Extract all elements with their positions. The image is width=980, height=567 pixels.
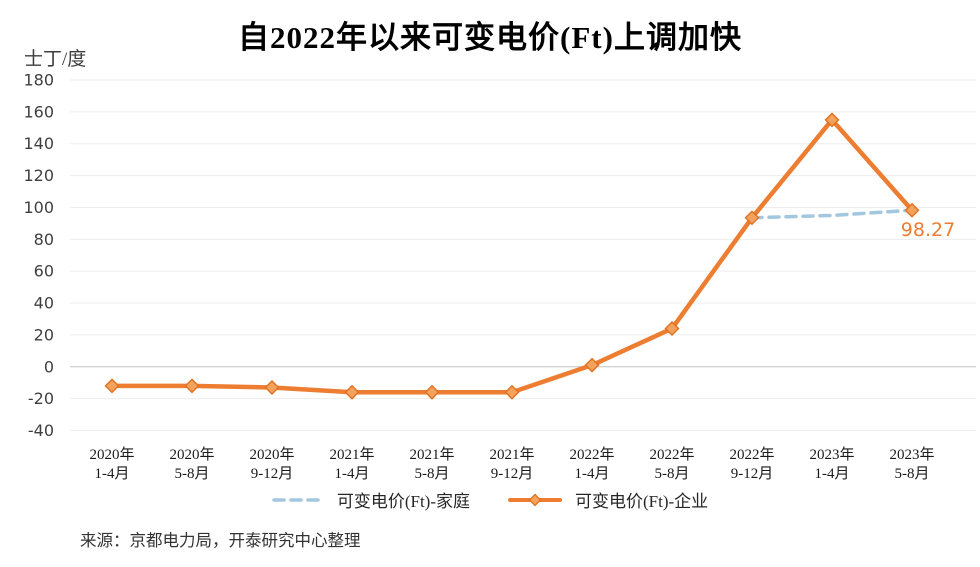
enterprise-data-marker xyxy=(824,112,840,128)
x-axis-label: 2021年 1-4月 xyxy=(329,446,374,482)
enterprise-data-marker xyxy=(184,378,200,394)
y-tick-label: 80 xyxy=(34,230,54,249)
legend-label-enterprise: 可变电价(Ft)-企业 xyxy=(575,492,709,511)
household-dashed-swatch-icon xyxy=(272,497,324,502)
y-tick-label: 40 xyxy=(34,294,54,313)
x-axis-label: 2023年 1-4月 xyxy=(809,446,854,482)
source-note: 来源：京都电力局，开泰研究中心整理 xyxy=(80,531,361,550)
x-axis-label: 2021年 5-8月 xyxy=(409,446,454,482)
x-axis-label: 2021年 9-12月 xyxy=(489,446,534,482)
x-axis-label: 2022年 9-12月 xyxy=(729,446,774,482)
x-axis-label: 2020年 1-4月 xyxy=(89,446,134,482)
y-tick-label: 20 xyxy=(34,325,54,344)
enterprise-series-line xyxy=(109,117,915,395)
chart-title: 自2022年以来可变电价(Ft)上调加快 xyxy=(238,20,742,55)
y-axis-unit-label: 士丁/度 xyxy=(24,49,87,70)
enterprise-line-swatch-icon xyxy=(508,493,562,506)
enterprise-data-marker xyxy=(584,357,600,373)
legend-item-enterprise: 可变电价(Ft)-企业 xyxy=(508,487,708,512)
enterprise-data-marker xyxy=(104,378,120,394)
y-tick-label: 120 xyxy=(23,166,54,185)
x-axis-label: 2020年 5-8月 xyxy=(169,446,214,482)
enterprise-data-marker xyxy=(664,321,680,337)
x-axis-label: 2022年 1-4月 xyxy=(569,446,614,482)
y-tick-label: -20 xyxy=(28,389,54,408)
x-axis-label: 2023年 5-8月 xyxy=(889,446,934,482)
enterprise-data-marker xyxy=(344,384,360,400)
y-tick-label: 180 xyxy=(23,71,54,90)
household-series-line xyxy=(750,208,914,220)
x-axis-label: 2020年 9-12月 xyxy=(249,446,294,482)
y-tick-label: -40 xyxy=(28,421,54,440)
enterprise-data-marker xyxy=(904,202,920,218)
y-tick-label: 100 xyxy=(23,198,54,217)
legend-item-household: 可变电价(Ft)-家庭 xyxy=(272,487,470,512)
y-tick-label: 0 xyxy=(44,357,54,376)
x-axis-label: 2022年 5-8月 xyxy=(649,446,694,482)
legend-label-household: 可变电价(Ft)-家庭 xyxy=(336,492,470,511)
enterprise-data-marker xyxy=(744,210,760,226)
y-tick-label: 60 xyxy=(34,262,54,281)
enterprise-data-marker xyxy=(264,379,280,395)
chart-legend: 可变电价(Ft)-家庭 可变电价(Ft)-企业 xyxy=(0,487,980,512)
enterprise-data-marker xyxy=(504,384,520,400)
enterprise-data-marker xyxy=(424,384,440,400)
last-value-annotation: 98.27 xyxy=(901,219,955,241)
y-tick-label: 160 xyxy=(23,102,54,121)
y-tick-label: 140 xyxy=(23,134,54,153)
